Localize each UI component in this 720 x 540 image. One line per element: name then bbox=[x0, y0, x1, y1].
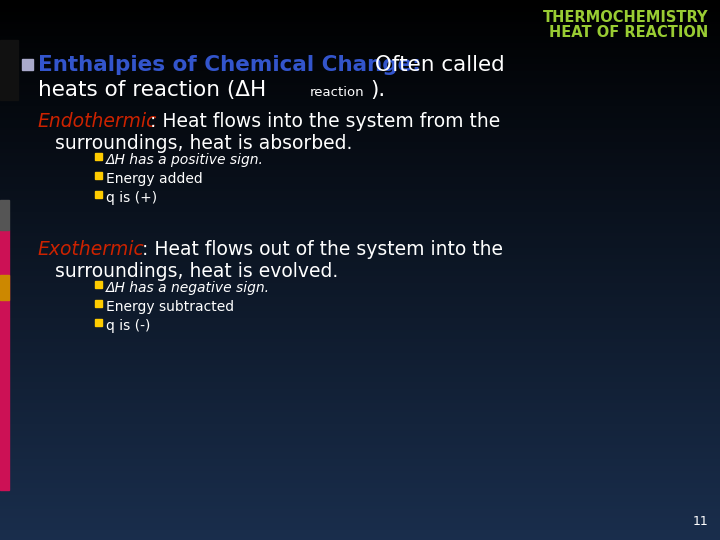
Bar bbox=[0, 200, 9, 230]
Text: Energy added: Energy added bbox=[106, 172, 203, 186]
Text: ).: ). bbox=[370, 80, 385, 100]
Text: Energy subtracted: Energy subtracted bbox=[106, 300, 234, 314]
Text: HEAT OF REACTION: HEAT OF REACTION bbox=[549, 25, 708, 40]
Text: : Heat flows into the system from the: : Heat flows into the system from the bbox=[150, 112, 500, 131]
Bar bbox=[95, 281, 102, 288]
Text: surroundings, heat is absorbed.: surroundings, heat is absorbed. bbox=[55, 134, 352, 153]
Text: THERMOCHEMISTRY: THERMOCHEMISTRY bbox=[542, 10, 708, 25]
Bar bbox=[22, 59, 33, 70]
Bar bbox=[0, 230, 9, 490]
Text: ΔH has a negative sign.: ΔH has a negative sign. bbox=[106, 281, 270, 295]
Bar bbox=[95, 153, 102, 160]
Text: q is (-): q is (-) bbox=[106, 319, 150, 333]
Text: Enthalpies of Chemical Change:: Enthalpies of Chemical Change: bbox=[38, 55, 420, 75]
Text: q is (+): q is (+) bbox=[106, 191, 157, 205]
Text: surroundings, heat is evolved.: surroundings, heat is evolved. bbox=[55, 262, 338, 281]
Text: Often called: Often called bbox=[368, 55, 505, 75]
Text: reaction: reaction bbox=[310, 86, 364, 99]
Bar bbox=[0, 40, 18, 100]
Text: : Heat flows out of the system into the: : Heat flows out of the system into the bbox=[142, 240, 503, 259]
Text: ΔH has a positive sign.: ΔH has a positive sign. bbox=[106, 153, 264, 167]
Bar bbox=[95, 191, 102, 198]
Text: Exothermic: Exothermic bbox=[38, 240, 145, 259]
Bar bbox=[95, 319, 102, 326]
Text: Endothermic: Endothermic bbox=[38, 112, 158, 131]
Bar bbox=[95, 172, 102, 179]
Bar bbox=[0, 275, 9, 300]
Bar bbox=[95, 300, 102, 307]
Text: heats of reaction (ΔH: heats of reaction (ΔH bbox=[38, 80, 266, 100]
Text: 11: 11 bbox=[692, 515, 708, 528]
